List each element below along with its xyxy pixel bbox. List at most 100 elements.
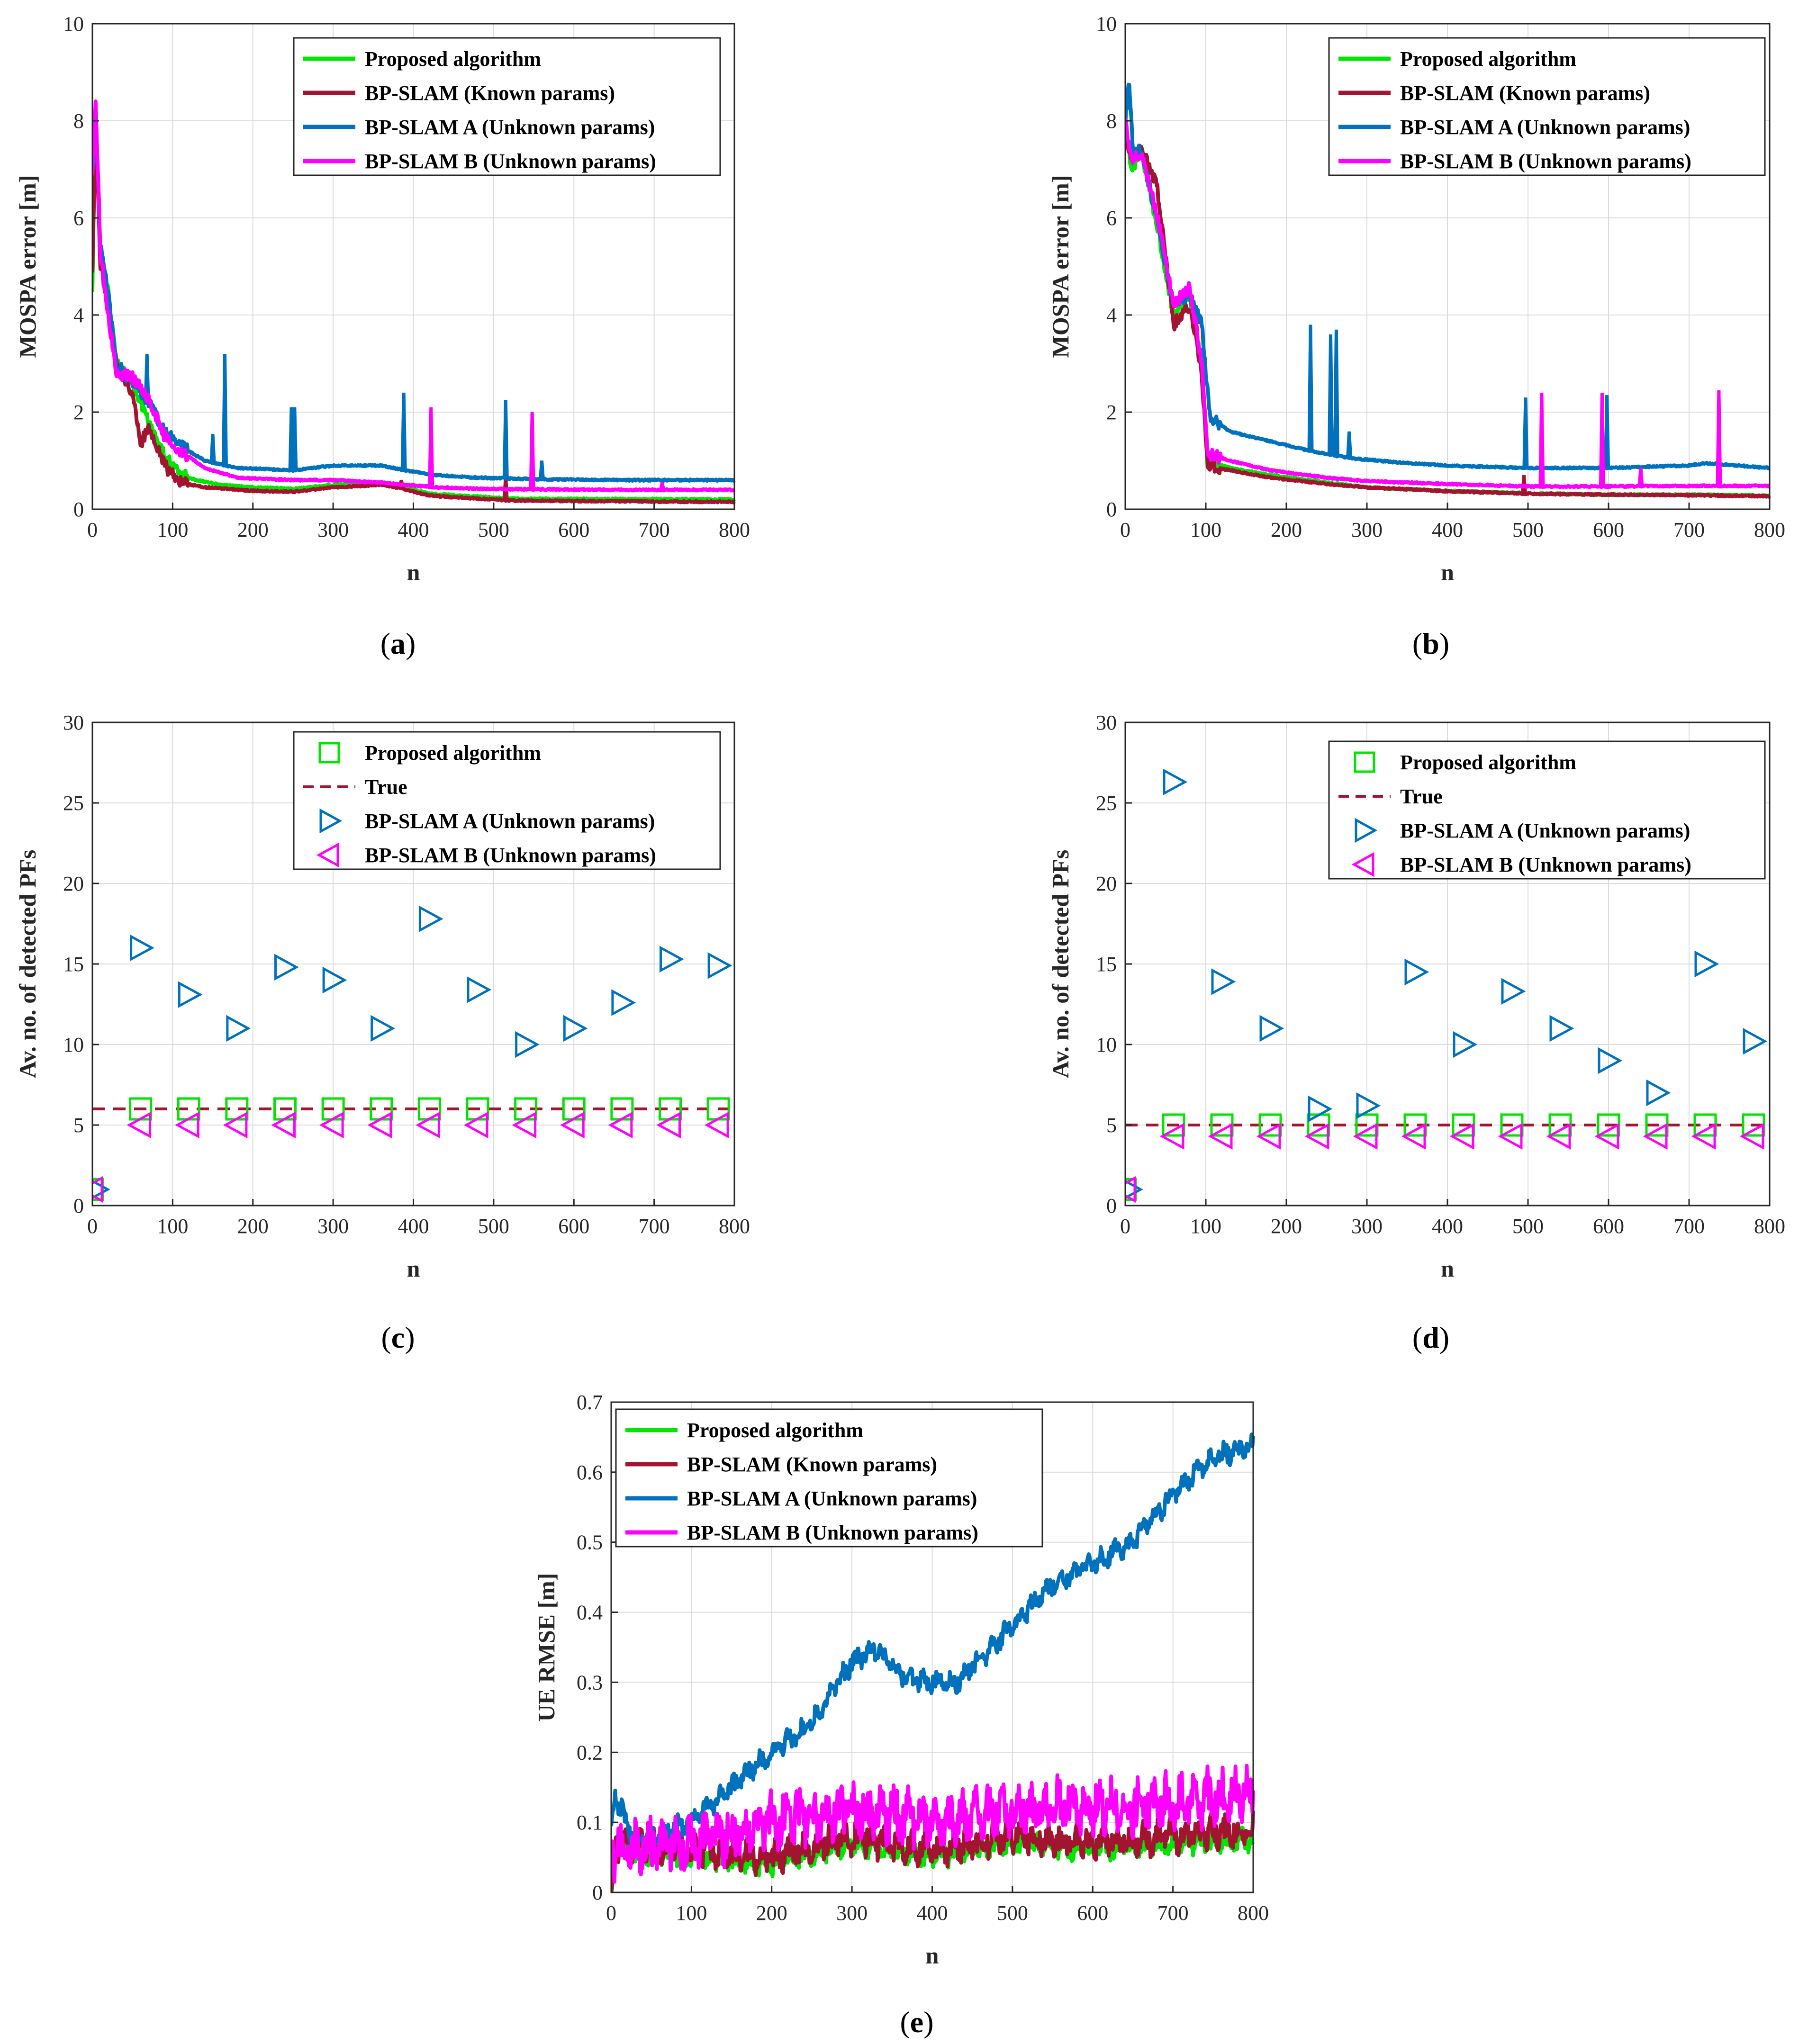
- marker-triangle-left: [127, 1111, 152, 1139]
- marker-triangle-right: [371, 1015, 395, 1042]
- marker-triangle-right: [611, 989, 636, 1016]
- marker-triangle-right: [660, 945, 684, 973]
- marker-triangle-right: [1743, 1027, 1768, 1055]
- marker-triangle-right: [467, 976, 492, 1003]
- x-tick-label: 100: [1190, 1215, 1221, 1238]
- y-tick-label: 0.4: [577, 1601, 603, 1624]
- caption-paren: (: [900, 2005, 910, 2039]
- series-line: [611, 1432, 1255, 1852]
- marker-triangle-right: [563, 1015, 588, 1042]
- y-axis-label: MOSPA error [m]: [14, 175, 41, 358]
- y-tick-label: 0.2: [577, 1741, 603, 1764]
- x-tick-label: 0: [1120, 1215, 1130, 1238]
- legend-label: BP-SLAM A (Unknown params): [1400, 819, 1690, 842]
- series-spike: [400, 392, 407, 470]
- legend-box: [293, 731, 721, 870]
- marker-triangle-right: [1356, 1092, 1381, 1119]
- marker-triangle-right: [274, 954, 299, 981]
- caption-letter: d: [1422, 1321, 1439, 1354]
- marker-triangle-left: [223, 1111, 248, 1139]
- x-tick-label: 800: [719, 1215, 750, 1238]
- series-line: [92, 115, 736, 483]
- series-spike: [428, 407, 434, 487]
- x-tick-label: 300: [1351, 1215, 1383, 1238]
- y-tick-label: 6: [1106, 207, 1117, 230]
- x-axis-label: n: [1441, 1255, 1454, 1282]
- y-tick-label: 4: [73, 304, 84, 327]
- legend-swatch: [319, 808, 343, 834]
- legend-box: [293, 37, 721, 176]
- legend-label: BP-SLAM A (Unknown params): [1400, 116, 1690, 139]
- marker-triangle-left: [1449, 1123, 1474, 1150]
- y-tick-label: 0.6: [577, 1461, 603, 1484]
- x-tick-label: 100: [676, 1901, 707, 1925]
- legend-label: BP-SLAM A (Unknown params): [365, 116, 655, 139]
- series-spike: [1333, 329, 1339, 456]
- legend-label: BP-SLAM (Known params): [1400, 81, 1650, 105]
- x-tick-label: 700: [639, 1215, 670, 1238]
- x-tick-label: 200: [756, 1901, 787, 1925]
- y-axis-label: Av. no. of detected PFs: [1047, 850, 1074, 1078]
- marker-triangle-left: [1125, 1176, 1136, 1203]
- legend-swatch: [1354, 751, 1375, 773]
- marker-triangle-right: [707, 952, 732, 979]
- x-tick-label: 0: [1120, 518, 1130, 541]
- marker-triangle-right: [1694, 950, 1719, 978]
- legend: Proposed algorithm True BP-SLAM A (Unknown…: [1328, 740, 1766, 880]
- y-tick-label: 0: [592, 1881, 603, 1904]
- marker-triangle-left: [367, 1111, 392, 1139]
- legend-label: Proposed algorithm: [1400, 47, 1576, 71]
- caption-paren: ): [1439, 1321, 1449, 1354]
- marker-triangle-right: [418, 905, 443, 933]
- x-tick-label: 200: [1271, 518, 1302, 541]
- legend-label: BP-SLAM (Known params): [687, 1453, 937, 1476]
- marker-triangle-right: [322, 966, 347, 994]
- marker-triangle-left: [704, 1111, 729, 1139]
- marker-triangle-right: [1125, 1180, 1143, 1199]
- series-spike: [1346, 431, 1353, 458]
- legend-label: Proposed algorithm: [687, 1419, 863, 1442]
- y-tick-label: 25: [63, 792, 84, 815]
- caption-letter: a: [390, 627, 406, 660]
- marker-triangle-left: [175, 1111, 199, 1139]
- marker-triangle-right: [1211, 968, 1236, 995]
- marker-triangle-left: [608, 1111, 633, 1139]
- marker-triangle-right: [130, 934, 154, 962]
- legend-label: True: [365, 775, 407, 799]
- chart-panel-c: 0 100 200 300 400 500 600 700 800 0 5 10 15 20 25 30 n Av…: [14, 711, 750, 1354]
- legend-label: True: [1400, 785, 1443, 808]
- marker-triangle-left: [1594, 1123, 1619, 1150]
- y-tick-label: 10: [63, 1033, 84, 1056]
- x-tick-label: 300: [1351, 518, 1383, 541]
- y-tick-label: 0: [1106, 498, 1117, 521]
- x-tick-label: 700: [639, 518, 670, 541]
- marker-triangle-left: [319, 1111, 344, 1139]
- panel-caption: (e): [900, 2005, 933, 2039]
- y-tick-label: 25: [1096, 792, 1117, 815]
- marker-triangle-right: [1259, 1015, 1284, 1042]
- y-tick-label: 30: [63, 711, 84, 734]
- x-tick-label: 400: [398, 1215, 429, 1238]
- x-tick-label: 200: [1271, 1215, 1302, 1238]
- series-spike: [1637, 468, 1644, 486]
- panel-caption: (b): [1412, 627, 1449, 660]
- series-line: [1125, 82, 1771, 471]
- marker-triangle-right: [178, 981, 203, 1008]
- x-tick-label: 200: [237, 1215, 269, 1238]
- x-tick-label: 100: [157, 1215, 188, 1238]
- marker-triangle-right: [92, 1180, 110, 1199]
- x-tick-label: 600: [558, 518, 589, 541]
- x-tick-label: 0: [87, 1215, 98, 1238]
- marker-triangle-left: [416, 1111, 440, 1139]
- x-tick-label: 600: [1593, 1215, 1624, 1238]
- marker-triangle-left: [512, 1111, 537, 1139]
- legend: Proposed algorithm True BP-SLAM A (Unknown…: [293, 731, 721, 870]
- legend-label: Proposed algorithm: [1400, 751, 1576, 774]
- marker-triangle-left: [656, 1111, 681, 1139]
- x-tick-label: 800: [1238, 1901, 1269, 1925]
- x-tick-label: 200: [237, 518, 269, 541]
- y-tick-label: 5: [1106, 1114, 1117, 1137]
- y-tick-label: 2: [1106, 401, 1117, 424]
- x-tick-label: 400: [1432, 1215, 1463, 1238]
